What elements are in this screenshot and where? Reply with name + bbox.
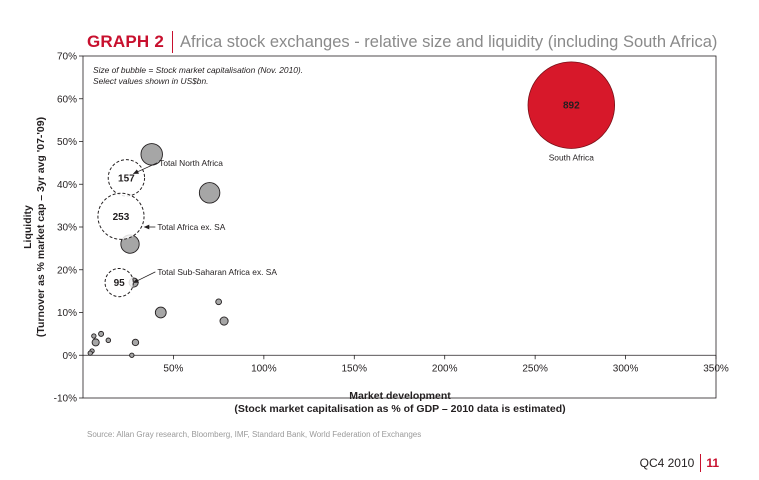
annotation-label: Total Sub-Saharan Africa ex. SA	[157, 267, 277, 277]
y-axis-title-line2: (Turnover as % market cap – 3yr avg '07-…	[35, 117, 47, 337]
bubble	[198, 182, 221, 204]
bubble	[215, 298, 222, 306]
x-tick-label: 100%	[251, 363, 277, 374]
bubble	[219, 316, 229, 326]
footer-divider	[700, 454, 702, 472]
bubble	[98, 330, 105, 337]
annotation-arrow	[132, 162, 158, 174]
bubble-value-label: 892	[563, 101, 580, 112]
y-tick-label: 60%	[57, 94, 77, 105]
title-divider	[171, 31, 173, 53]
x-tick-label: 350%	[703, 363, 729, 374]
source-note: Source: Allan Gray research, Bloomberg, …	[87, 430, 422, 439]
annotations: Total North Africa Total Africa ex. SA Tot…	[132, 158, 277, 283]
x-tick-label: 300%	[613, 363, 639, 374]
bubble	[87, 350, 93, 356]
bubble	[129, 352, 135, 358]
bubble-aggregate	[107, 159, 146, 197]
bubble-value-label: 157	[118, 173, 135, 184]
graph-number: GRAPH 2	[87, 32, 164, 51]
x-tick-label: 150%	[341, 363, 367, 374]
y-tick-label: 70%	[57, 52, 77, 63]
y-tick-label: 20%	[57, 265, 77, 276]
annotation-arrow	[132, 271, 156, 283]
bubble	[91, 338, 100, 347]
bubble	[154, 306, 167, 319]
page-footer: QC4 2010 11	[640, 454, 719, 472]
bubble-aggregate	[97, 192, 145, 240]
bubble	[91, 333, 97, 339]
bubble-highlight	[527, 61, 616, 149]
y-tick-label: 40%	[57, 180, 77, 191]
graph-header: GRAPH 2 Africa stock exchanges - relativ…	[87, 29, 717, 55]
bubble-value-label: 253	[113, 212, 130, 223]
page-number: 11	[706, 456, 719, 470]
bubble-value-label: 95	[114, 278, 126, 289]
x-axis-title-line1: Market development	[349, 390, 451, 402]
y-tick-label: 30%	[57, 223, 77, 234]
graph-title: Africa stock exchanges - relative size a…	[179, 32, 718, 51]
y-tick-label: 0%	[63, 351, 78, 362]
axes: -10% 0% 10% 20% 30% 40% 50% 60% 70% 50% 100% 150% 20…	[54, 52, 729, 405]
annotation-label: Total Africa ex. SA	[157, 222, 225, 232]
bubble-caption: South Africa	[549, 152, 595, 162]
footer-quarter: QC4 2010	[639, 456, 695, 470]
y-tick-label: 10%	[57, 308, 77, 319]
x-tick-label: 250%	[522, 363, 548, 374]
y-tick-label: 50%	[57, 137, 77, 148]
x-axis-title-line2: (Stock market capitalisation as % of GDP…	[234, 403, 565, 415]
bubbles: 892 South Africa 157 253 95	[87, 61, 616, 358]
annotation-label: Total North Africa	[159, 158, 223, 168]
bubble-size-note-1: Size of bubble = Stock market capitalisa…	[93, 65, 303, 75]
bubble-size-note-2: Select values shown in US$bn.	[93, 76, 208, 86]
bubble	[105, 337, 112, 344]
y-tick-label: -10%	[54, 394, 77, 405]
x-tick-label: 200%	[432, 363, 458, 374]
bubble	[131, 338, 140, 347]
bubble-chart: -10% 0% 10% 20% 30% 40% 50% 60% 70% 50% 100% 150% 20…	[22, 52, 729, 416]
x-tick-label: 50%	[163, 363, 183, 374]
y-axis-title-line1: Liquidity	[22, 205, 34, 249]
